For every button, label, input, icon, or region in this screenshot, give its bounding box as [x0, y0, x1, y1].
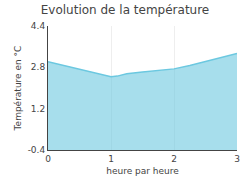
svg-text:Température en °C: Température en °C: [13, 46, 23, 132]
svg-text:2: 2: [171, 154, 177, 164]
svg-text:1: 1: [108, 154, 114, 164]
svg-text:1.2: 1.2: [31, 104, 45, 114]
svg-text:-0.4: -0.4: [28, 145, 46, 155]
svg-text:3: 3: [234, 154, 240, 164]
svg-text:Evolution de la température: Evolution de la température: [41, 3, 210, 17]
svg-text:0: 0: [45, 154, 51, 164]
svg-text:4.4: 4.4: [31, 21, 46, 31]
svg-text:2.8: 2.8: [31, 62, 46, 72]
svg-text:heure par heure: heure par heure: [106, 166, 179, 176]
